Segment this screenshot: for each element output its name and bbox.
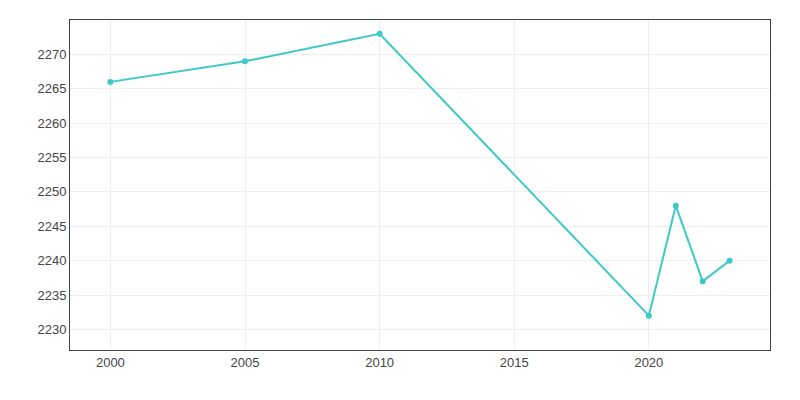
svg-text:2010: 2010 bbox=[365, 355, 394, 370]
svg-text:2235: 2235 bbox=[37, 288, 66, 303]
svg-text:2270: 2270 bbox=[37, 47, 66, 62]
svg-text:2250: 2250 bbox=[37, 184, 66, 199]
svg-text:2020: 2020 bbox=[634, 355, 663, 370]
svg-text:2230: 2230 bbox=[37, 322, 66, 337]
svg-text:2255: 2255 bbox=[37, 150, 66, 165]
svg-text:2265: 2265 bbox=[37, 81, 66, 96]
svg-text:2240: 2240 bbox=[37, 253, 66, 268]
svg-text:2015: 2015 bbox=[500, 355, 529, 370]
svg-text:2000: 2000 bbox=[96, 355, 125, 370]
svg-text:2245: 2245 bbox=[37, 219, 66, 234]
svg-text:2260: 2260 bbox=[37, 116, 66, 131]
svg-text:2005: 2005 bbox=[231, 355, 260, 370]
